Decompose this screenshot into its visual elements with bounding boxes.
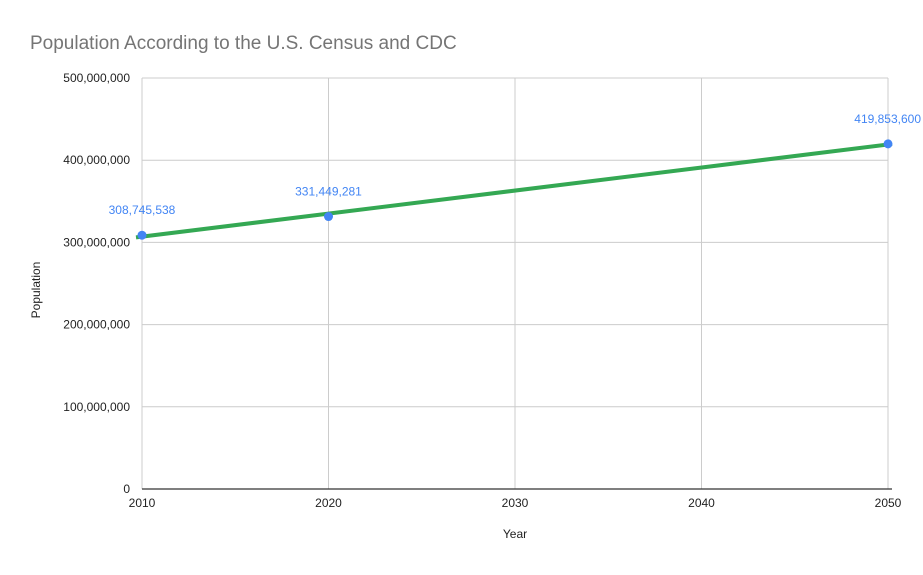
y-tick-label: 100,000,000 [63,400,130,414]
y-tick-label: 300,000,000 [63,235,130,249]
axis-layer: 0 100,000,000 200,000,000 300,000,000 400,00… [63,71,901,510]
data-point [324,212,333,222]
y-tick-label: 400,000,000 [63,153,130,167]
x-tick-label: 2010 [129,496,156,510]
data-label: 331,449,281 [295,185,362,199]
trendline [135,142,893,240]
y-tick-label: 500,000,000 [63,71,130,85]
y-axis-title: Population [29,262,43,319]
trendline-layer [135,142,893,240]
y-tick-label: 0 [123,482,130,496]
x-tick-label: 2040 [688,496,715,510]
x-tick-label: 2050 [875,496,902,510]
x-tick-label: 2020 [315,496,342,510]
data-labels-layer: 308,745,538 331,449,281 419,853,600 [109,112,922,217]
data-label: 419,853,600 [854,112,921,126]
x-axis-title: Year [503,527,527,541]
grid-layer [141,77,889,489]
y-tick-label: 200,000,000 [63,318,130,332]
data-point [137,230,147,240]
chart-title: Population According to the U.S. Census … [30,33,457,54]
data-point [883,139,893,149]
x-tick-label: 2030 [502,496,529,510]
data-label: 308,745,538 [109,203,176,217]
points-layer [137,139,893,240]
